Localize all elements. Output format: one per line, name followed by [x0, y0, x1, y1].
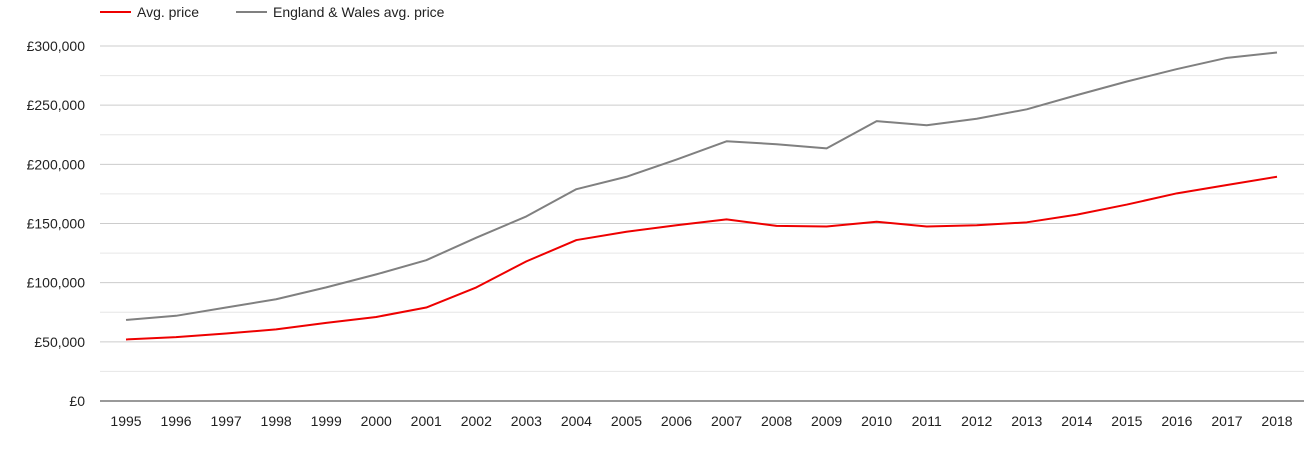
x-tick-label: 2006 [661, 413, 692, 429]
y-tick-label: £300,000 [27, 38, 86, 54]
y-tick-label: £50,000 [34, 334, 85, 350]
x-tick-label: 2010 [861, 413, 892, 429]
x-tick-label: 2008 [761, 413, 792, 429]
x-tick-label: 2001 [411, 413, 442, 429]
series-lines [125, 51, 1278, 341]
x-tick-label: 1995 [110, 413, 141, 429]
x-tick-label: 2000 [361, 413, 392, 429]
series-line-england-wales-avg-price [125, 51, 1278, 321]
x-tick-label: 2012 [961, 413, 992, 429]
x-tick-label: 1999 [311, 413, 342, 429]
y-tick-label: £200,000 [27, 156, 86, 172]
legend-label: England & Wales avg. price [273, 4, 445, 20]
x-tick-label: 2014 [1061, 413, 1092, 429]
legend: Avg. price England & Wales avg. price [100, 4, 445, 20]
x-tick-label: 2015 [1111, 413, 1142, 429]
x-tick-label: 2016 [1161, 413, 1192, 429]
y-tick-label: £100,000 [27, 275, 86, 291]
gridlines [100, 45, 1304, 402]
x-tick-label: 2009 [811, 413, 842, 429]
x-tick-label: 2005 [611, 413, 642, 429]
x-tick-label: 1998 [261, 413, 292, 429]
series-line-avg-price [125, 175, 1278, 341]
x-tick-label: 2002 [461, 413, 492, 429]
x-tick-label: 2007 [711, 413, 742, 429]
x-axis-ticks: 1995 1996 1997 1998 1999 2000 2001 2002 2003 2004… [110, 413, 1292, 429]
x-tick-label: 2013 [1011, 413, 1042, 429]
y-tick-label: £250,000 [27, 97, 86, 113]
y-tick-label: £150,000 [27, 216, 86, 232]
x-tick-label: 1996 [160, 413, 191, 429]
x-tick-label: 2003 [511, 413, 542, 429]
x-tick-label: 2018 [1261, 413, 1292, 429]
x-tick-label: 2017 [1211, 413, 1242, 429]
x-tick-label: 2004 [561, 413, 592, 429]
legend-label: Avg. price [137, 4, 199, 20]
x-tick-label: 2011 [912, 413, 942, 429]
y-axis-ticks: £0 £50,000 £100,000 £150,000 £200,000 £250,00… [27, 38, 86, 409]
x-tick-label: 1997 [211, 413, 242, 429]
y-tick-label: £0 [69, 393, 85, 409]
